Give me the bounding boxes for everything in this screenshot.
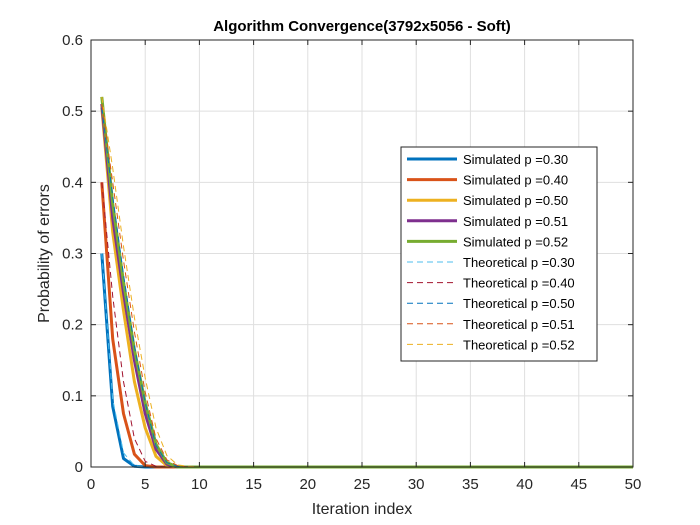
legend-label: Simulated p =0.52 (463, 234, 568, 249)
legend-label: Simulated p =0.50 (463, 193, 568, 208)
legend-label: Simulated p =0.30 (463, 152, 568, 167)
x-tick-label: 50 (625, 476, 642, 493)
x-tick-label: 45 (570, 476, 587, 493)
legend: Simulated p =0.30 Simulated p =0.40 Simula… (400, 146, 598, 362)
series-line-theoretical-5 (101, 253, 633, 468)
x-tick-label: 35 (462, 476, 479, 493)
legend-label: Theoretical p =0.50 (463, 296, 575, 311)
y-tick-label: 0.6 (62, 32, 83, 49)
y-tick-label: 0.1 (62, 388, 83, 405)
x-tick-label: 40 (516, 476, 533, 493)
y-tick-label: 0.4 (62, 174, 83, 191)
legend-label: Theoretical p =0.40 (463, 276, 575, 291)
legend-label: Simulated p =0.51 (463, 214, 568, 229)
legend-label: Theoretical p =0.51 (463, 317, 575, 332)
x-tick-label: 25 (354, 476, 371, 493)
series-line-theoretical-8 (101, 103, 633, 468)
x-tick-label: 5 (141, 476, 149, 493)
y-axis-label: Probability of errors (36, 184, 53, 323)
x-tick-label: 15 (245, 476, 262, 493)
axis-ticks: 0 5 10 15 20 25 30 35 40 45 50 0 0.1 0.2 0.3 0.4 0.5 0.6 (62, 32, 641, 493)
legend-label: Theoretical p =0.30 (463, 255, 575, 270)
chart-title: Algorithm Convergence(3792x5056 - Soft) (213, 18, 511, 35)
x-tick-label: 30 (408, 476, 425, 493)
y-tick-label: 0 (75, 459, 83, 476)
x-tick-label: 0 (87, 476, 95, 493)
x-tick-label: 10 (191, 476, 208, 493)
x-axis-label: Iteration index (312, 501, 413, 518)
legend-label: Theoretical p =0.52 (463, 337, 575, 352)
y-tick-label: 0.3 (62, 246, 83, 263)
y-tick-label: 0.5 (62, 103, 83, 120)
series-line-theoretical-7 (101, 107, 633, 468)
legend-box (400, 146, 598, 362)
legend-label: Simulated p =0.40 (463, 173, 568, 188)
y-tick-label: 0.2 (62, 317, 83, 334)
x-tick-label: 20 (299, 476, 316, 493)
